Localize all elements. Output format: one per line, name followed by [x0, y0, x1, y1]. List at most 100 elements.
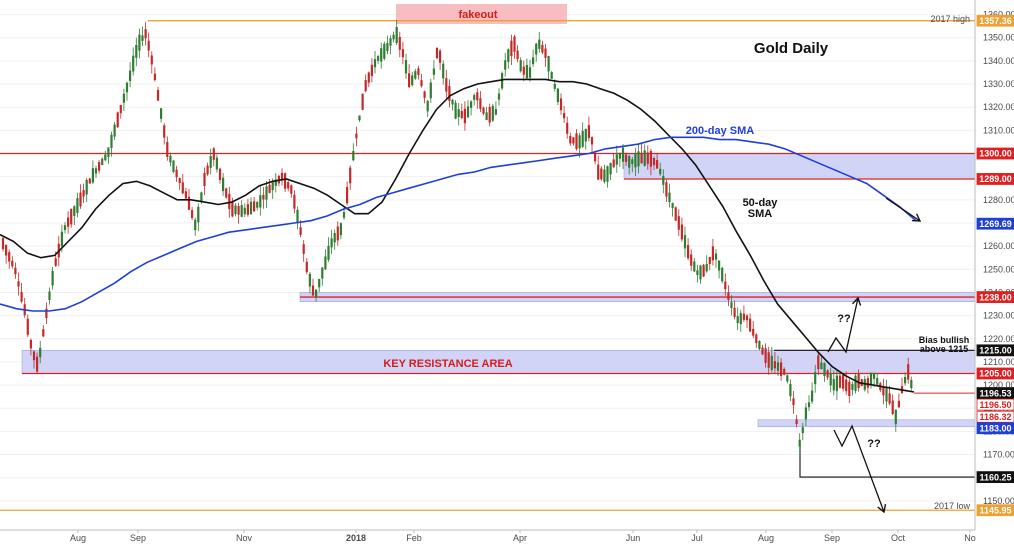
y-tick-label: 1200.00 — [983, 380, 1014, 390]
y-tick-label: 1310.00 — [983, 125, 1014, 135]
candle-body — [873, 373, 876, 379]
x-tick-label: Jul — [691, 533, 703, 543]
chart-title: Gold Daily — [754, 40, 829, 57]
y-tick-label: 1320.00 — [983, 102, 1014, 112]
candle-body — [129, 70, 132, 81]
candle-body — [240, 205, 243, 217]
candle-body — [342, 212, 346, 218]
candle-body — [153, 73, 156, 81]
candle-body — [569, 135, 572, 144]
candle-body — [20, 291, 23, 302]
candle-body — [792, 398, 795, 406]
candle-body — [721, 267, 724, 282]
y-tick-label: 1150.00 — [983, 496, 1014, 506]
candle-body — [470, 101, 473, 108]
candle-body — [501, 73, 504, 89]
candle-body — [838, 375, 842, 388]
candle-body — [628, 156, 631, 168]
candle-body — [528, 67, 532, 78]
price-tag-label: 1357.36 — [979, 16, 1012, 26]
fakeout-box — [396, 4, 567, 24]
candle-body — [169, 155, 172, 163]
candle-body — [690, 254, 693, 266]
fakeout-label: fakeout — [458, 9, 497, 21]
price-tag-bg — [976, 471, 1014, 484]
arrow-sma-head — [911, 213, 922, 222]
candle-body — [225, 188, 228, 198]
candle-body — [640, 152, 643, 164]
candle-body — [367, 72, 370, 83]
candle-body — [668, 192, 671, 203]
candle-body — [361, 93, 364, 110]
candle-body — [631, 159, 634, 165]
x-tick-label: Sep — [824, 533, 840, 543]
candle-body — [392, 34, 395, 40]
candle-body — [866, 378, 869, 388]
candle-body — [76, 198, 79, 213]
candle-body — [94, 168, 98, 174]
price-tag-bg — [976, 410, 1014, 423]
candle-body — [587, 125, 590, 139]
candle-body — [141, 35, 144, 41]
candle-body — [116, 112, 119, 128]
candle-body — [718, 260, 721, 271]
y-tick-label: 1340.00 — [983, 56, 1014, 66]
candle-body — [172, 160, 175, 172]
x-tick-label: No — [964, 533, 976, 543]
x-tick-label: 2018 — [346, 533, 366, 543]
candle-body — [104, 154, 107, 161]
candle-body — [696, 270, 699, 276]
zone-1182-1185-zone — [757, 419, 976, 428]
candle-body — [652, 158, 656, 166]
y-tick-label: 1360.00 — [983, 10, 1014, 20]
candle-body — [745, 315, 749, 321]
candle-body — [550, 72, 553, 79]
candle-body — [408, 73, 411, 88]
candle-body — [203, 172, 206, 187]
candle-body — [649, 151, 652, 167]
zone-1289-1300-zone — [623, 153, 976, 180]
candle-body — [451, 99, 454, 105]
candle-body — [739, 313, 742, 325]
x-tick-label: Aug — [70, 533, 86, 543]
candle-body — [222, 177, 225, 191]
price-tag-1238-00: 1238.00 — [976, 291, 1014, 303]
gridlines — [0, 14, 975, 502]
candle-body — [311, 285, 315, 296]
candle-body — [798, 439, 801, 447]
candle-body — [346, 187, 349, 204]
price-tag-label: 1205.00 — [979, 369, 1012, 379]
annotations: fakeout Gold Daily KEY RESISTANCE AREA 200-… — [383, 9, 970, 514]
candle-body — [218, 168, 222, 180]
candle-body — [79, 192, 82, 207]
candle-body — [67, 217, 70, 227]
candle-body — [448, 86, 451, 101]
candle-body — [656, 160, 659, 169]
candle-body — [11, 260, 14, 267]
price-tag-1196-53: 1196.53 — [976, 387, 1014, 400]
candle-body — [476, 92, 479, 101]
sma50-label-line1: 50-day — [743, 197, 779, 209]
candle-body — [733, 307, 736, 317]
candle-body — [160, 108, 163, 119]
candle-body — [318, 279, 321, 288]
candle-body — [39, 347, 42, 358]
sma200-label: 200-day SMA — [686, 125, 755, 137]
candle-body — [358, 115, 361, 121]
candle-body — [163, 125, 166, 138]
candle-body — [85, 179, 88, 195]
arrow-up-path — [827, 297, 859, 354]
price-tag-1300-00: 1300.00 — [976, 147, 1014, 160]
candle-body — [330, 238, 333, 248]
y-tick-label: 1220.00 — [983, 334, 1014, 344]
candle-body — [411, 75, 414, 86]
candle-body — [817, 355, 820, 370]
candle-body — [181, 182, 184, 194]
candle-body — [699, 265, 702, 280]
candle-body — [122, 93, 125, 103]
candle-body — [789, 383, 792, 397]
candle-body — [389, 38, 392, 46]
candle-body — [749, 318, 752, 332]
price-tag-bg — [976, 344, 1014, 357]
